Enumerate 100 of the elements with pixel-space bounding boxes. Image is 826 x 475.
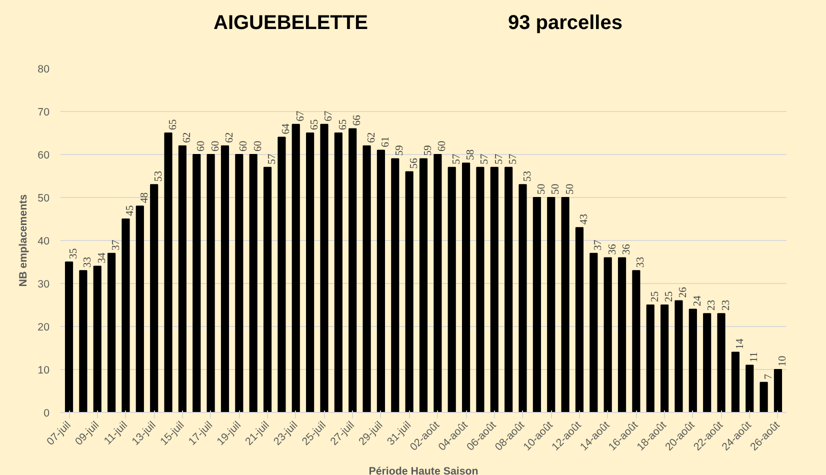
y-tick-label: 0 — [44, 408, 50, 420]
data-label: 61 — [380, 136, 392, 148]
data-label: 14 — [734, 338, 746, 350]
data-label: 60 — [437, 140, 448, 152]
data-label: 60 — [196, 140, 208, 152]
data-label: 65 — [338, 119, 349, 130]
y-tick-label: 40 — [38, 236, 50, 248]
data-label: 65 — [168, 119, 179, 130]
bar — [590, 252, 598, 412]
chart-title: AIGUEBELETTE — [214, 12, 368, 34]
bar — [306, 132, 314, 412]
bar — [362, 145, 371, 412]
bar — [278, 136, 286, 412]
y-tick-label: 50 — [38, 192, 50, 204]
bar — [292, 124, 300, 412]
data-label: 57 — [267, 153, 278, 164]
data-label: 33 — [636, 256, 647, 268]
data-label: 25 — [650, 291, 661, 302]
data-label: 57 — [494, 153, 505, 164]
data-label: 45 — [125, 205, 136, 216]
data-label: 64 — [281, 122, 292, 134]
bar — [192, 154, 201, 412]
bar — [150, 184, 158, 412]
bar — [206, 154, 215, 412]
data-label: 58 — [466, 149, 477, 160]
data-label: 37 — [111, 239, 122, 250]
bar — [448, 166, 456, 412]
bar — [320, 124, 328, 412]
y-axis-title: NB emplacements — [18, 194, 30, 287]
data-label: 26 — [678, 286, 690, 298]
bar — [774, 369, 782, 412]
bar — [178, 145, 186, 412]
bar — [703, 313, 712, 412]
data-label: 23 — [720, 300, 732, 311]
data-label: 53 — [154, 170, 165, 182]
data-label: 62 — [182, 132, 193, 143]
data-label: 67 — [324, 110, 335, 122]
bar — [688, 308, 697, 412]
data-label: 50 — [536, 184, 548, 194]
data-label: 37 — [593, 239, 604, 250]
bar — [731, 352, 740, 412]
bar — [476, 166, 484, 412]
data-label: 65 — [310, 119, 321, 130]
bar — [575, 227, 584, 412]
bar — [122, 218, 130, 412]
data-label: 60 — [238, 140, 250, 152]
data-label: 59 — [423, 145, 434, 156]
bar — [64, 262, 74, 412]
data-label: 57 — [451, 153, 462, 164]
data-label: 62 — [366, 132, 378, 143]
data-label: 53 — [522, 170, 534, 182]
bar — [632, 270, 640, 412]
y-tick-label: 20 — [38, 322, 50, 334]
bar — [376, 150, 386, 412]
bar — [405, 171, 414, 412]
data-label: 25 — [664, 291, 676, 302]
bar — [504, 166, 513, 412]
bar — [646, 304, 654, 412]
bar — [249, 154, 258, 412]
bar — [561, 197, 570, 412]
data-label: 50 — [564, 184, 576, 194]
data-label: 62 — [224, 132, 236, 143]
chart-subtitle: 93 parcelles — [508, 12, 622, 34]
data-label: 57 — [480, 153, 491, 164]
bar — [164, 132, 172, 412]
data-label: 10 — [777, 356, 788, 366]
bar — [760, 382, 768, 412]
bar — [419, 158, 428, 412]
bar — [235, 154, 244, 412]
data-label: 48 — [139, 192, 150, 204]
data-label: 7 — [763, 373, 774, 380]
data-label: 11 — [749, 352, 760, 362]
bar — [660, 304, 669, 412]
y-tick-label: 60 — [38, 150, 50, 162]
bar — [434, 154, 442, 412]
data-label: 67 — [295, 110, 306, 122]
bar — [618, 257, 626, 412]
bar — [348, 128, 357, 412]
data-label: 43 — [578, 214, 590, 225]
bar — [674, 300, 683, 412]
data-label: 59 — [394, 145, 406, 156]
data-label: 24 — [692, 294, 704, 306]
bar — [136, 206, 144, 412]
bar — [532, 197, 541, 412]
y-tick-label: 70 — [38, 106, 50, 118]
data-label: 36 — [607, 243, 618, 255]
y-tick-label: 80 — [38, 64, 50, 76]
bar — [462, 162, 470, 412]
data-label: 23 — [706, 300, 718, 311]
bar — [220, 145, 230, 412]
bar — [717, 313, 726, 412]
bar — [604, 257, 612, 412]
bar — [490, 166, 498, 412]
bar — [108, 252, 116, 412]
bar — [263, 166, 272, 412]
data-label: 36 — [622, 243, 633, 255]
data-label: 60 — [252, 140, 264, 152]
y-tick-label: 30 — [38, 278, 50, 290]
bar — [518, 184, 527, 412]
bar — [93, 266, 102, 412]
